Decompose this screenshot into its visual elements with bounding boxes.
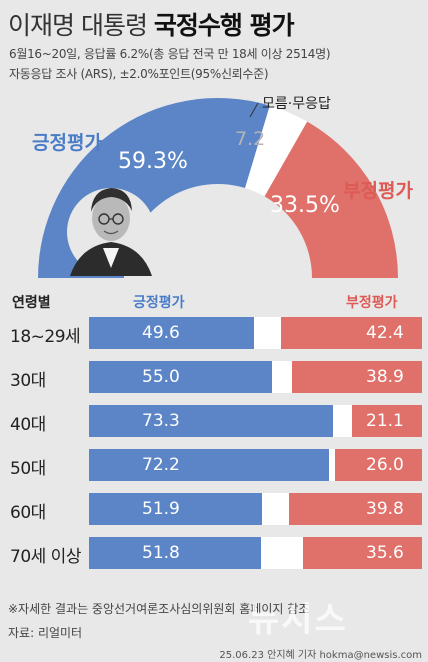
negative-bar <box>292 361 422 393</box>
gauge-negative-label: 부정평가 <box>343 180 413 202</box>
age-label: 50대 <box>10 459 46 479</box>
negative-value-label: 21.1 <box>366 411 404 431</box>
negative-bar <box>289 493 422 525</box>
age-label: 18~29세 <box>10 327 81 347</box>
footer-note: ※자세한 결과는 중앙선거여론조사심의위원회 홈페이지 참조 <box>8 602 310 616</box>
positive-bar <box>89 493 262 525</box>
positive-bar <box>89 317 255 349</box>
positive-header: 긍정평가 <box>133 295 185 311</box>
gauge-negative-value: 33.5% <box>270 193 340 218</box>
subtitle-survey-period: 6월16~20일, 응답률 6.2%(총 응답 전국 만 18세 이상 2514… <box>9 47 331 61</box>
age-label: 30대 <box>10 371 46 391</box>
negative-bar <box>303 537 422 569</box>
title-light: 이재명 대통령 <box>8 11 154 40</box>
positive-value-label: 51.9 <box>142 499 180 519</box>
negative-value-label: 39.8 <box>366 499 404 519</box>
gauge-slice-negative <box>264 121 398 278</box>
negative-value-label: 35.6 <box>366 543 404 563</box>
negative-bar <box>335 449 422 481</box>
age-label: 60대 <box>10 503 46 523</box>
positive-value-label: 49.6 <box>142 323 180 343</box>
positive-bar <box>89 537 262 569</box>
undecided-leader-line <box>249 102 259 118</box>
positive-bar <box>89 449 330 481</box>
positive-value-label: 73.3 <box>142 411 180 431</box>
gauge-positive-label: 긍정평가 <box>32 132 102 154</box>
negative-bar <box>280 317 422 349</box>
gauge-slice-undecided <box>245 105 308 197</box>
age-label: 70세 이상 <box>10 547 81 567</box>
positive-bar <box>89 361 273 393</box>
footer-credit: 25.06.23 안지혜 기자 hokma@newsis.com <box>219 650 422 661</box>
age-label: 40대 <box>10 415 46 435</box>
negative-value-label: 38.9 <box>366 367 404 387</box>
positive-bar <box>89 405 334 437</box>
negative-header: 부정평가 <box>346 295 398 311</box>
gauge-positive-value: 59.3% <box>118 149 188 174</box>
negative-value-label: 42.4 <box>366 323 404 343</box>
subtitle-survey-method: 자동응답 조사 (ARS), ±2.0%포인트(95%신뢰수준) <box>9 67 269 81</box>
positive-value-label: 51.8 <box>142 543 180 563</box>
chart-title: 이재명 대통령 국정수행 평가 <box>8 6 295 42</box>
title-bold: 국정수행 평가 <box>153 11 295 40</box>
negative-value-label: 26.0 <box>366 455 404 475</box>
president-portrait <box>67 188 155 276</box>
newsis-watermark: 뉴시스 <box>248 600 348 640</box>
negative-bar <box>351 405 422 437</box>
age-header: 연령별 <box>12 295 51 311</box>
positive-value-label: 55.0 <box>142 367 180 387</box>
positive-value-label: 72.2 <box>142 455 180 475</box>
footer-source: 자료: 리얼미터 <box>8 626 83 640</box>
gauge-undecided-value: 7.2 <box>235 128 266 150</box>
gauge-undecided-label: 모름·무응답 <box>262 96 331 112</box>
